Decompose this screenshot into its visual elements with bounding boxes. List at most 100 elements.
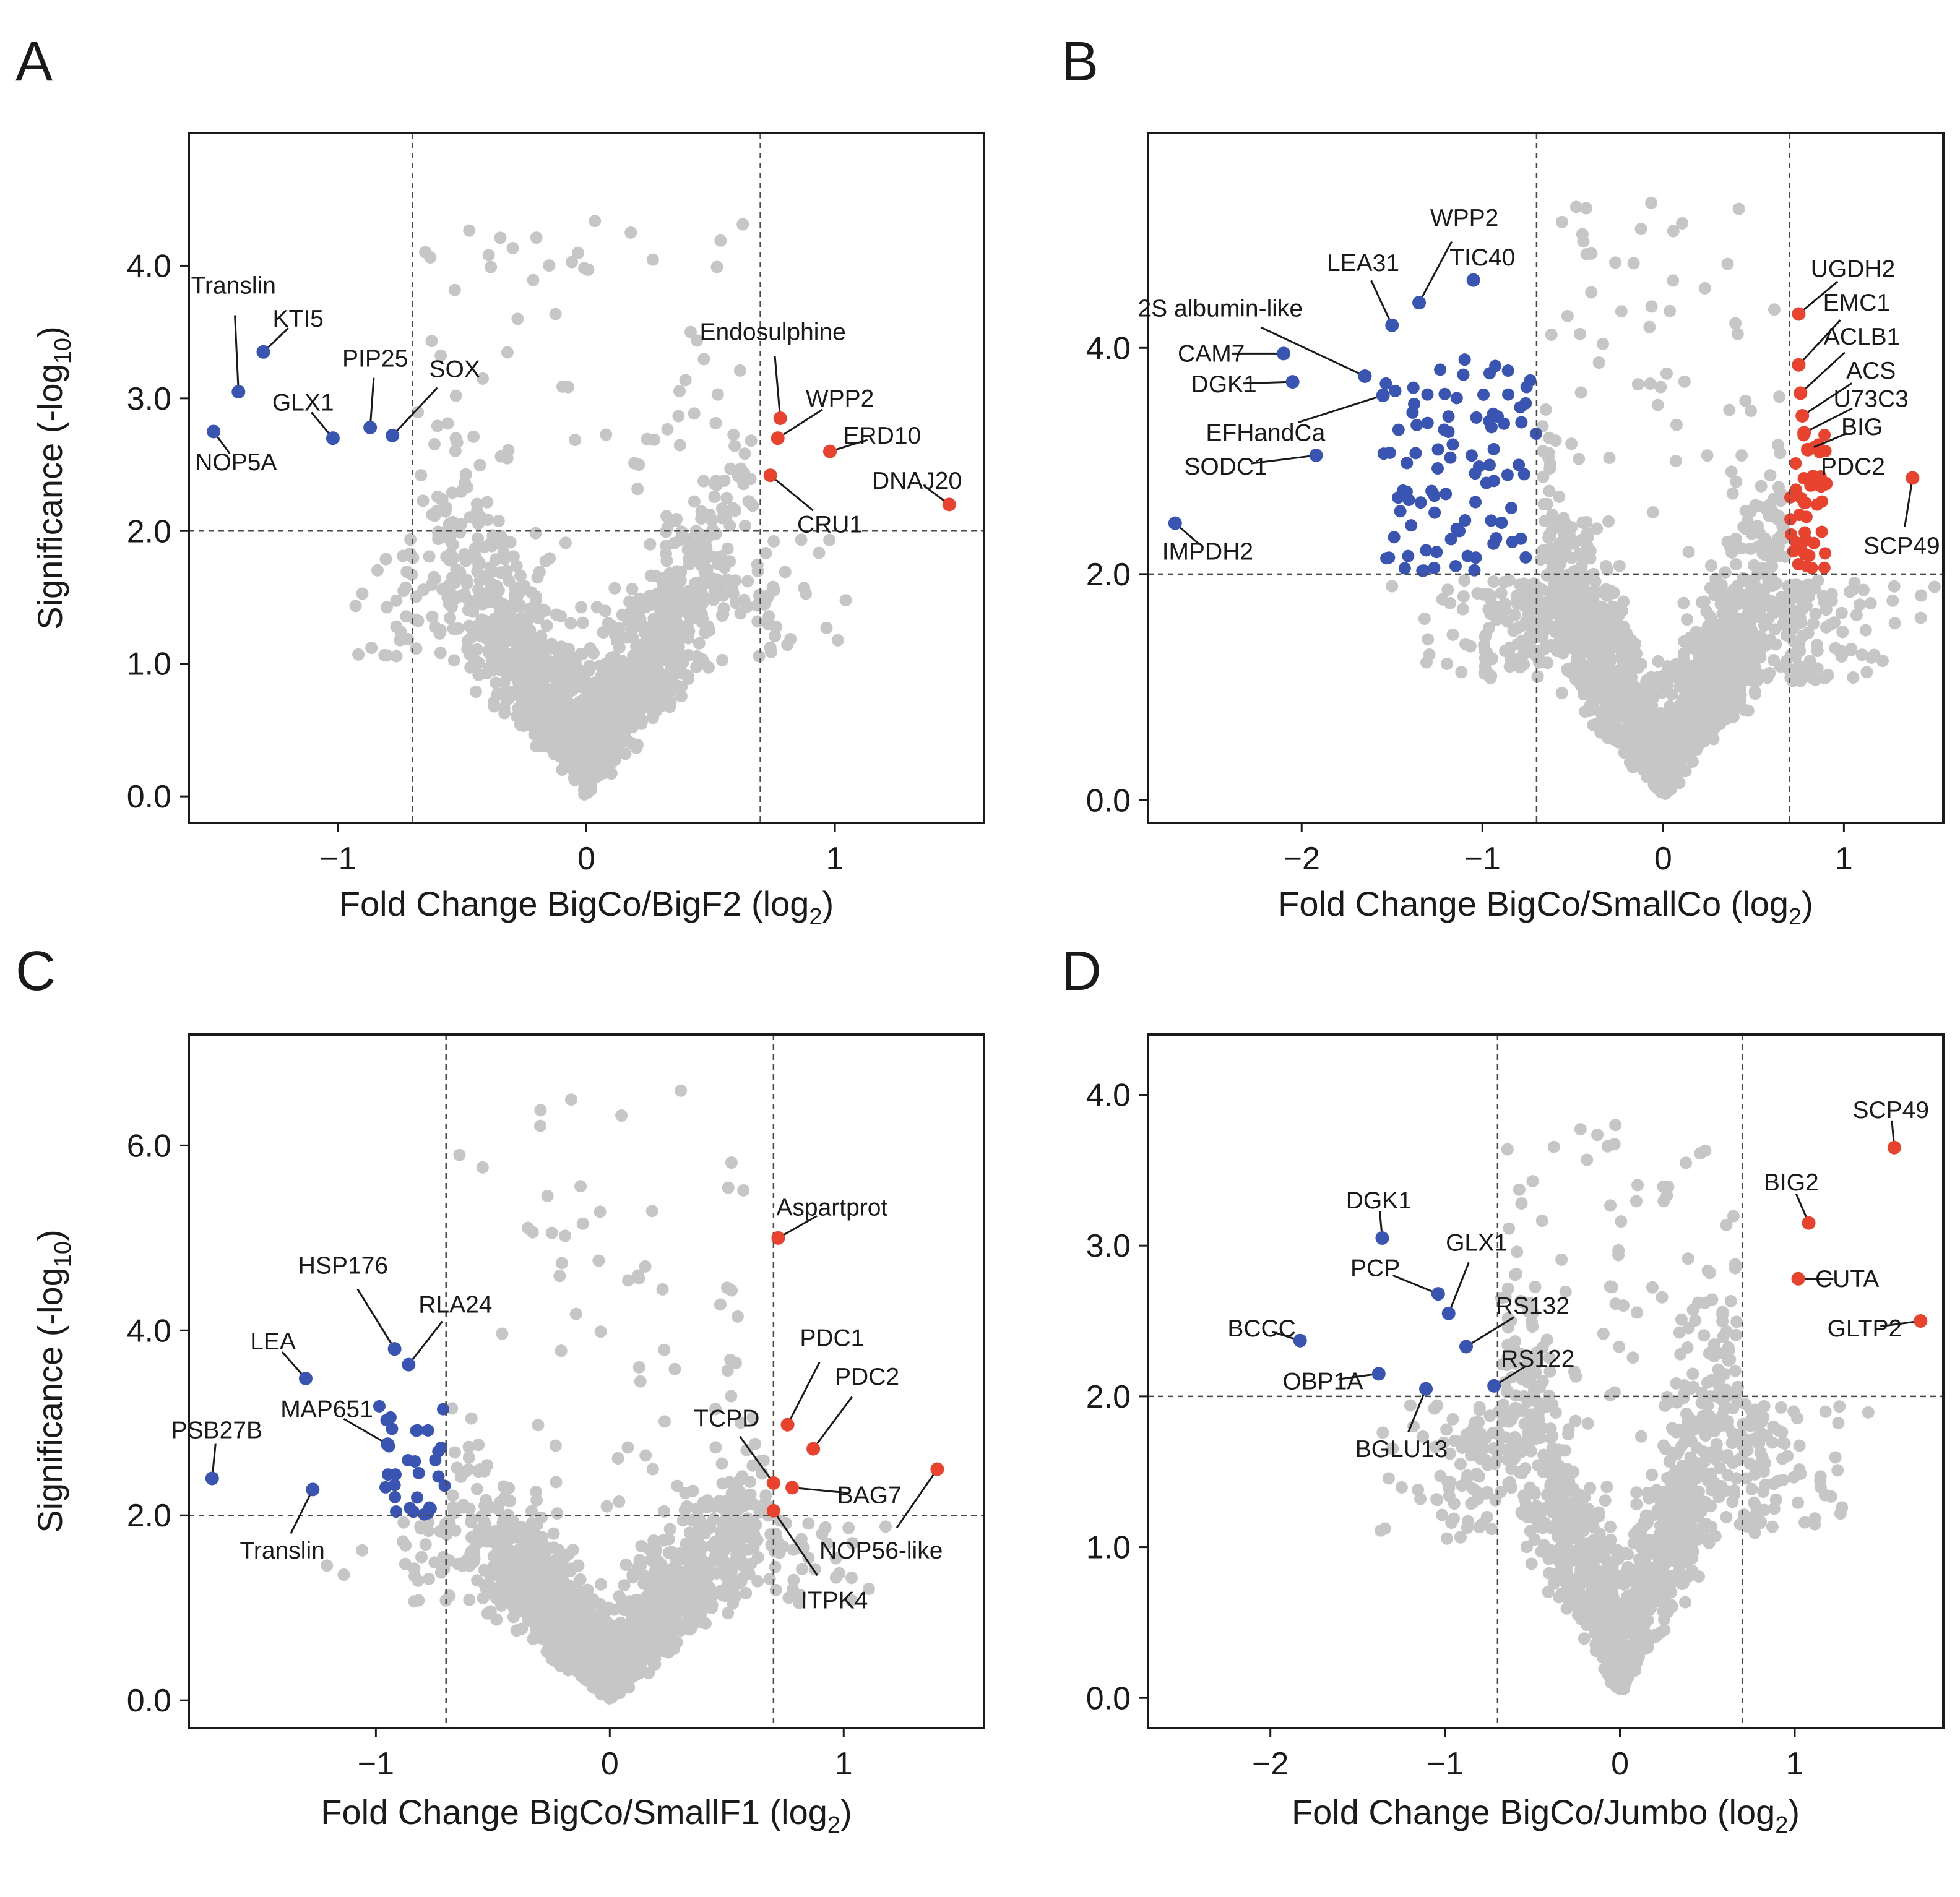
ns-point <box>613 641 626 654</box>
ns-point <box>590 1675 603 1688</box>
ns-point <box>390 620 403 633</box>
ns-point <box>575 1633 588 1646</box>
ns-point <box>431 419 444 432</box>
ns-point <box>662 1546 675 1559</box>
x-axis-title: Fold Change BigCo/SmallCo (log2) <box>1278 884 1813 930</box>
ns-point <box>633 592 646 605</box>
ns-point <box>502 666 515 679</box>
ns-point <box>1717 586 1730 599</box>
up-point <box>1792 307 1806 321</box>
ns-point <box>729 596 742 609</box>
ns-point <box>514 569 527 582</box>
ns-point <box>1764 469 1777 482</box>
ns-point <box>1748 685 1761 698</box>
ns-point <box>490 580 503 593</box>
down-point <box>1431 443 1444 456</box>
ns-point <box>720 1571 733 1584</box>
ns-point <box>1829 642 1842 655</box>
ns-point <box>462 604 475 617</box>
ns-point <box>1836 626 1849 639</box>
down-point <box>1470 411 1483 424</box>
label-leader <box>769 475 814 512</box>
ns-point <box>718 474 731 487</box>
ns-point <box>740 1443 753 1456</box>
ns-point <box>631 1644 644 1657</box>
ns-point <box>665 661 678 674</box>
ns-point <box>1675 761 1688 774</box>
label-leader <box>1798 280 1839 315</box>
ns-point <box>1768 623 1781 636</box>
ns-point <box>480 1583 493 1596</box>
ns-point <box>697 553 710 566</box>
ns-point <box>602 1625 615 1638</box>
ns-point <box>543 259 556 272</box>
down-point <box>1459 514 1472 527</box>
down-point <box>1428 489 1441 502</box>
down-point <box>1465 449 1478 462</box>
down-point <box>1490 531 1503 544</box>
ns-point <box>1850 609 1863 622</box>
ns-point <box>457 1499 470 1512</box>
ns-point <box>670 512 683 525</box>
ns-point <box>1595 600 1608 613</box>
ns-point <box>710 260 723 273</box>
ns-point <box>845 1594 858 1607</box>
ns-point <box>1621 726 1634 739</box>
ns-point <box>1731 327 1744 340</box>
ns-point <box>716 589 729 602</box>
ns-point <box>631 483 644 496</box>
ns-point <box>1650 717 1663 730</box>
ns-point <box>1868 648 1881 661</box>
ns-point <box>1420 656 1433 669</box>
ns-point <box>1580 516 1593 529</box>
ns-point <box>716 1477 729 1490</box>
y-tick-label: 0.0 <box>1086 783 1131 819</box>
down-point <box>1513 458 1526 471</box>
ns-point <box>660 1593 673 1606</box>
down-point <box>1398 562 1411 575</box>
ns-point <box>1507 624 1520 637</box>
ns-point <box>522 682 535 695</box>
ns-point <box>462 594 475 607</box>
ns-point <box>473 656 486 669</box>
ns-point <box>667 1642 680 1655</box>
y-tick-label: 3.0 <box>127 381 171 417</box>
ns-point <box>787 1583 800 1596</box>
ns-point <box>637 1577 650 1590</box>
ns-point <box>1737 572 1750 585</box>
down-point <box>1405 519 1418 532</box>
ns-point <box>471 532 484 545</box>
ns-point <box>592 762 605 775</box>
ns-point <box>1744 404 1757 417</box>
ns-point <box>1754 630 1767 643</box>
label-leader <box>1802 382 1852 417</box>
up-point <box>763 468 777 483</box>
ns-point <box>700 543 713 556</box>
ns-point <box>541 707 554 720</box>
ns-point <box>693 1502 706 1515</box>
ns-point <box>642 1666 655 1679</box>
ns-point <box>514 600 527 613</box>
ns-point <box>422 1572 435 1585</box>
ns-point <box>669 652 682 665</box>
up-point <box>1795 408 1810 423</box>
ns-point <box>759 547 772 560</box>
ns-point <box>498 702 511 715</box>
ns-point <box>697 475 710 488</box>
ns-point <box>629 1622 642 1635</box>
ns-point <box>1545 328 1558 341</box>
ns-point <box>621 1441 634 1454</box>
label-leader <box>1418 241 1453 303</box>
ns-point <box>1601 589 1614 602</box>
ns-point <box>559 1577 572 1590</box>
ns-point <box>1654 381 1667 394</box>
ns-point <box>676 1514 689 1527</box>
x-tick-label: −1 <box>1464 841 1501 877</box>
ns-point <box>415 469 428 482</box>
ns-point <box>732 470 745 483</box>
ns-point <box>668 1362 681 1375</box>
ns-point <box>1669 455 1682 468</box>
ns-point <box>701 1494 714 1507</box>
ns-point <box>862 1582 875 1595</box>
ns-point <box>1723 403 1736 416</box>
